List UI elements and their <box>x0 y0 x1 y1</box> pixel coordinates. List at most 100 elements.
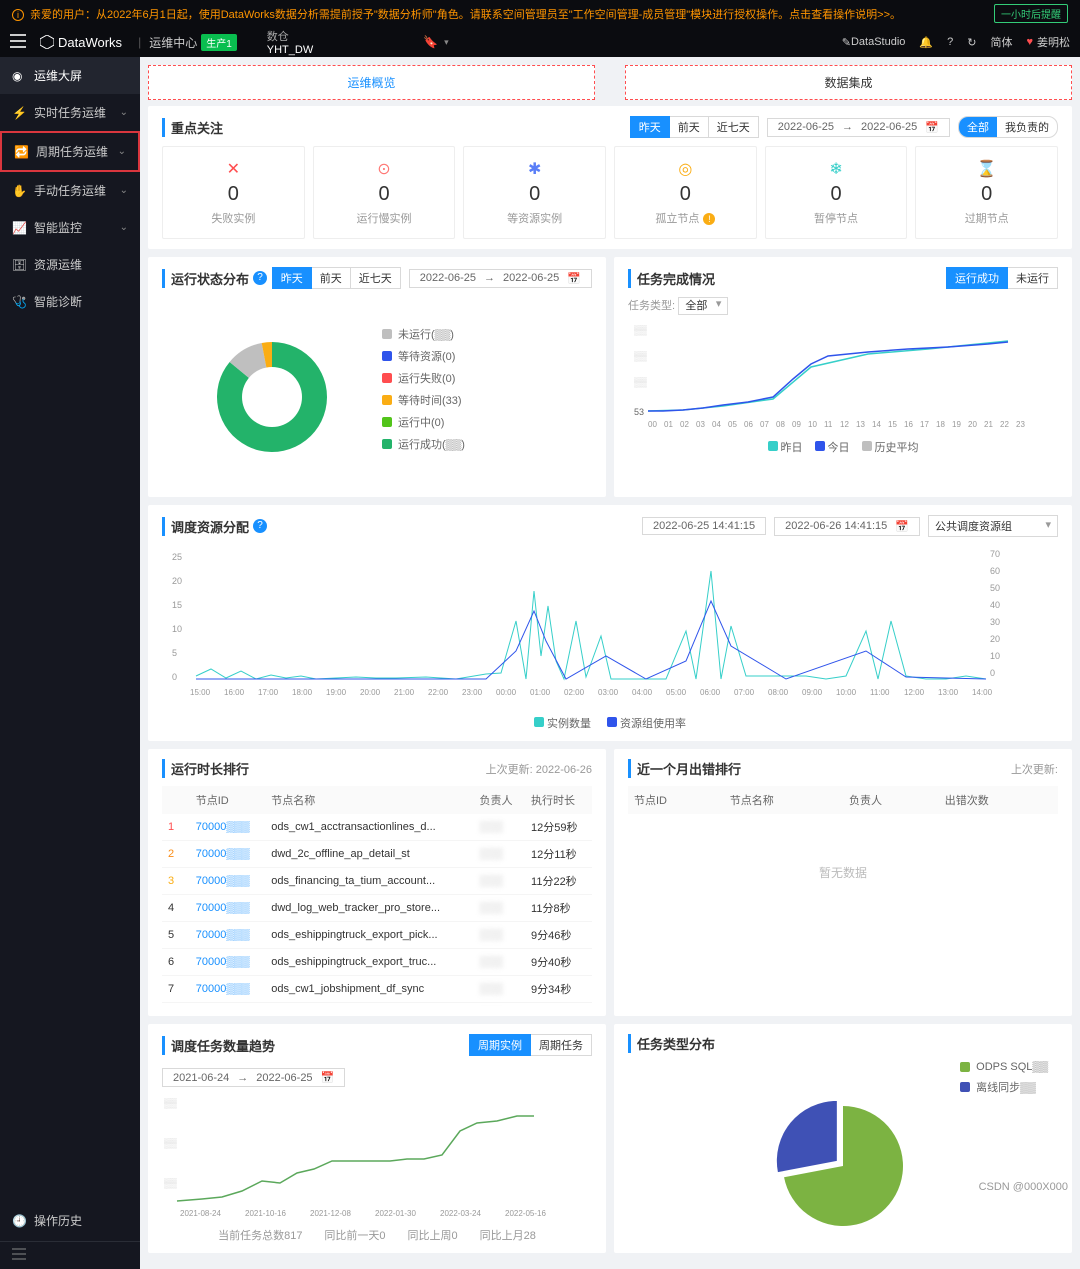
svg-text:08:00: 08:00 <box>768 688 789 697</box>
svg-text:2021-12-08: 2021-12-08 <box>310 1209 351 1218</box>
status-range[interactable]: 昨天 前天 近七天 <box>272 267 401 289</box>
help-icon[interactable]: ? <box>253 519 267 533</box>
banner-text: 亲爱的用户：从2022年6月1日起，使用DataWorks数据分析需提前授予"数… <box>30 9 901 21</box>
table-row[interactable]: 470000▒▒▒dwd_log_web_tracker_pro_store..… <box>162 895 592 922</box>
svg-text:21: 21 <box>984 420 993 429</box>
svg-text:21:00: 21:00 <box>394 688 415 697</box>
lang-switch[interactable]: 简体 <box>990 34 1012 50</box>
svg-text:70: 70 <box>990 549 1000 559</box>
error-rank-card: 近一个月出错排行 上次更新: 节点ID 节点名称 负责人 出错次数 暂无数据 <box>614 749 1072 1016</box>
svg-text:16:00: 16:00 <box>224 688 245 697</box>
resource-dt-to[interactable]: 2022-06-26 14:41:15📅 <box>774 517 920 536</box>
svg-text:0: 0 <box>172 672 177 682</box>
sidebar-item-2[interactable]: 🔁周期任务运维⌄ <box>0 131 140 172</box>
diagnose-icon: 🩺 <box>12 295 26 309</box>
stat-失败实例[interactable]: ✕0失败实例 <box>162 146 305 239</box>
sidebar-history[interactable]: 🕘 操作历史 <box>0 1202 140 1239</box>
svg-text:17:00: 17:00 <box>258 688 279 697</box>
svg-text:0: 0 <box>990 668 995 678</box>
svg-text:08: 08 <box>776 420 785 429</box>
cycle-icon: 🔁 <box>14 145 28 159</box>
resource-card: 调度资源分配 ? 2022-06-25 14:41:15 2022-06-26 … <box>148 505 1072 741</box>
stat-等资源实例[interactable]: ✱0等资源实例 <box>463 146 606 239</box>
svg-text:03:00: 03:00 <box>598 688 619 697</box>
tab-ops-overview[interactable]: 运维概览 <box>148 65 595 100</box>
workspace[interactable]: 数仓 YHT_DW <box>267 28 313 56</box>
trend-date[interactable]: 2021-06-24→2022-06-25📅 <box>162 1068 345 1087</box>
svg-text:20: 20 <box>968 420 977 429</box>
manual-icon: ✋ <box>12 184 26 198</box>
bell-icon[interactable]: 🔔 <box>919 36 933 49</box>
table-row[interactable]: 570000▒▒▒ods_eshippingtruck_export_pick.… <box>162 922 592 949</box>
help-icon[interactable]: ? <box>253 271 267 285</box>
user-menu[interactable]: ♥姜明松 <box>1026 34 1070 50</box>
table-row[interactable]: 770000▒▒▒ods_cw1_jobshipment_df_sync▒▒▒9… <box>162 976 592 1003</box>
svg-text:13: 13 <box>856 420 865 429</box>
focus-scope[interactable]: 全部 我负责的 <box>958 116 1058 138</box>
stat-运行慢实例[interactable]: ⊙0运行慢实例 <box>313 146 456 239</box>
runtime-rank-card: 运行时长排行 上次更新: 2022-06-26 节点ID 节点名称 负责人 执行… <box>148 749 606 1016</box>
sidebar-item-0[interactable]: ◉运维大屏 <box>0 57 140 94</box>
bookmark-icon[interactable]: 🔖 <box>423 35 438 49</box>
module-name: 运维中心 <box>149 34 197 51</box>
svg-text:04:00: 04:00 <box>632 688 653 697</box>
svg-text:06:00: 06:00 <box>700 688 721 697</box>
datastudio-link[interactable]: ✎ DataStudio <box>842 36 906 49</box>
dashboard-icon: ◉ <box>12 69 26 83</box>
status-date[interactable]: 2022-06-25→2022-06-25📅 <box>409 269 592 288</box>
svg-text:11:00: 11:00 <box>870 688 890 697</box>
sidebar-item-5[interactable]: 🗄资源运维 <box>0 246 140 283</box>
trend-btns[interactable]: 周期实例 周期任务 <box>469 1034 592 1056</box>
table-row[interactable]: 270000▒▒▒dwd_2c_offline_ap_detail_st▒▒▒1… <box>162 841 592 868</box>
sidebar-collapse[interactable] <box>0 1241 140 1269</box>
focus-date-range[interactable]: 2022-06-25→2022-06-25📅 <box>767 118 950 137</box>
table-row[interactable]: 170000▒▒▒ods_cw1_acctransactionlines_d..… <box>162 814 592 841</box>
svg-text:12:00: 12:00 <box>904 688 925 697</box>
menu-icon[interactable] <box>10 34 28 51</box>
focus-range[interactable]: 昨天 前天 近七天 <box>630 116 759 138</box>
table-row[interactable]: 870000▒▒▒ods_cw1_orgheader_df_sync▒▒▒9分2… <box>162 1003 592 1007</box>
resource-dt-from[interactable]: 2022-06-25 14:41:15 <box>642 517 766 535</box>
svg-text:18:00: 18:00 <box>292 688 313 697</box>
completion-btns[interactable]: 运行成功 未运行 <box>946 267 1058 289</box>
help-icon[interactable]: ? <box>947 36 953 48</box>
sidebar-item-6[interactable]: 🩺智能诊断 <box>0 283 140 320</box>
svg-text:2021-10-16: 2021-10-16 <box>245 1209 286 1218</box>
refresh-icon[interactable]: ↻ <box>967 36 976 49</box>
info-icon: i <box>12 9 24 21</box>
resource-chart: 2520151050 706050403020100 15:0016:0017:… <box>162 545 1002 715</box>
table-row[interactable]: 370000▒▒▒ods_financing_ta_tium_account..… <box>162 868 592 895</box>
svg-text:15: 15 <box>888 420 897 429</box>
resource-group-select[interactable]: 公共调度资源组 <box>928 515 1058 537</box>
svg-text:5: 5 <box>172 648 177 658</box>
svg-text:53: 53 <box>634 407 644 417</box>
table-row[interactable]: 670000▒▒▒ods_eshippingtruck_export_truc.… <box>162 949 592 976</box>
svg-text:22: 22 <box>1000 420 1009 429</box>
svg-text:16: 16 <box>904 420 913 429</box>
stat-孤立节点[interactable]: ◎0孤立节点! <box>614 146 757 239</box>
svg-text:07: 07 <box>760 420 769 429</box>
header: DataWorks | 运维中心 生产1 数仓 YHT_DW 🔖 ▾ ✎ Dat… <box>0 27 1080 57</box>
svg-text:23: 23 <box>1016 420 1025 429</box>
task-type-select[interactable]: 全部 <box>678 297 728 315</box>
sidebar-item-1[interactable]: ⚡实时任务运维⌄ <box>0 94 140 131</box>
svg-text:▒▒: ▒▒ <box>164 1098 177 1109</box>
svg-text:2022-01-30: 2022-01-30 <box>375 1209 416 1218</box>
task-trend-card: 调度任务数量趋势 周期实例 周期任务 2021-06-24→2022-06-25… <box>148 1024 606 1253</box>
stat-过期节点[interactable]: ⌛0过期节点 <box>915 146 1058 239</box>
focus-title: 重点关注 <box>162 118 223 137</box>
banner-dismiss[interactable]: 一小时后提醒 <box>994 4 1068 23</box>
svg-text:14: 14 <box>872 420 881 429</box>
svg-text:18: 18 <box>936 420 945 429</box>
tab-data-integration[interactable]: 数据集成 <box>625 65 1072 100</box>
sidebar-item-4[interactable]: 📈智能监控⌄ <box>0 209 140 246</box>
brand: DataWorks <box>40 35 122 50</box>
runtime-table: 节点ID 节点名称 负责人 执行时长 170000▒▒▒ods_cw1_acct… <box>162 786 592 1006</box>
svg-text:10: 10 <box>990 651 1000 661</box>
svg-text:00:00: 00:00 <box>496 688 517 697</box>
svg-text:2022-03-24: 2022-03-24 <box>440 1209 481 1218</box>
stat-暂停节点[interactable]: ❄0暂停节点 <box>765 146 908 239</box>
completion-card: 任务完成情况 运行成功 未运行 任务类型: 全部 ▒▒ ▒▒ ▒▒ 53 <box>614 257 1072 497</box>
svg-text:20: 20 <box>990 634 1000 644</box>
sidebar-item-3[interactable]: ✋手动任务运维⌄ <box>0 172 140 209</box>
